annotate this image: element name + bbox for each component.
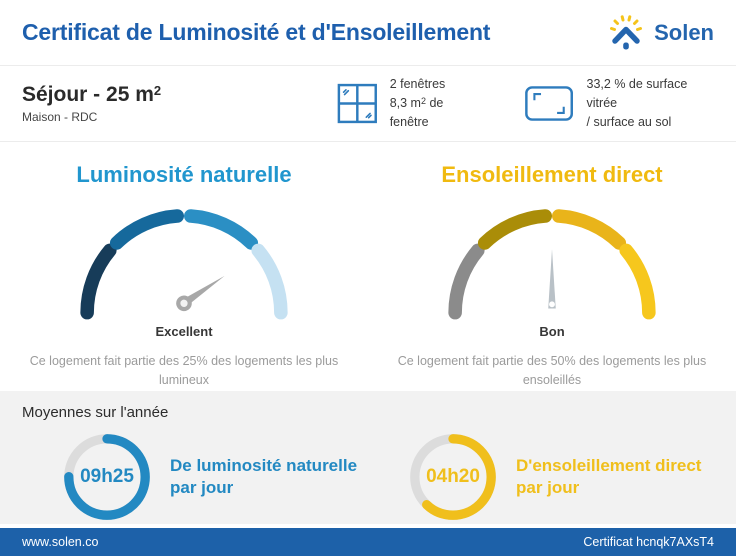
averages-row: 09h25 De luminosité naturelle par jour 0… [22, 430, 714, 524]
average-luminosite: 09h25 De luminosité naturelle par jour [22, 430, 368, 524]
gauge-dial [448, 209, 656, 320]
room-info: Séjour - 25 m2 Maison - RDC [22, 83, 337, 124]
average-value: 09h25 [80, 465, 134, 487]
average-label: De luminosité naturelle par jour [170, 455, 358, 497]
header: Certificat de Luminosité et d'Ensoleille… [0, 0, 736, 66]
footer-site: www.solen.co [22, 534, 99, 549]
gauge-dial [80, 209, 288, 320]
gauge-ensoleillement-direct: Ensoleillement direct Bon Ce logement fa… [368, 156, 736, 391]
averages-heading: Moyennes sur l'année [22, 403, 169, 421]
window-icon [337, 83, 378, 124]
average-value: 04h20 [426, 465, 480, 487]
gauge-needle [548, 249, 556, 309]
room-title: Séjour - 25 m2 [22, 83, 162, 106]
gauge-rating: Excellent [155, 324, 213, 339]
gauge-title: Luminosité naturelle [76, 162, 292, 187]
page-title: Certificat de Luminosité et d'Ensoleille… [22, 19, 491, 45]
footer: www.solen.co Certificat hcnqk7AXsT4 [0, 527, 736, 556]
gauge-rating: Bon [539, 324, 565, 339]
windows-info: 2 fenêtres 8,3 m2 de fenêtre [337, 75, 480, 131]
footer-certificate-id: Certificat hcnqk7AXsT4 [583, 534, 714, 549]
gauges-section: Luminosité naturelle Excellent Ce logeme… [0, 142, 736, 391]
gauge-luminosite-naturelle: Luminosité naturelle Excellent Ce logeme… [0, 156, 368, 391]
solen-brand: Solen [606, 14, 714, 52]
room-subtitle: Maison - RDC [22, 110, 98, 124]
average-label: D'ensoleillement direct par jour [516, 455, 702, 497]
gauge-description: Ce logement fait partie des 25% des loge… [29, 354, 339, 388]
glazing-ratio-icon [525, 86, 574, 121]
gauge-description: Ce logement fait partie des 50% des loge… [397, 354, 707, 388]
averages-section: Moyennes sur l'année 09h25 De luminosité… [0, 390, 736, 528]
gauge-needle [176, 275, 225, 312]
progress-ring: 04h20 [406, 430, 500, 524]
glazing-text: 33,2 % de surface vitrée / surface au so… [586, 77, 688, 129]
brand-name: Solen [654, 19, 714, 45]
average-ensoleillement: 04h20 D'ensoleillement direct par jour [368, 430, 714, 524]
gauge-title: Ensoleillement direct [441, 162, 663, 187]
info-bar: Séjour - 25 m2 Maison - RDC 2 fenêtres 8… [0, 66, 736, 142]
progress-ring: 09h25 [60, 430, 154, 524]
solen-logo-icon [610, 14, 643, 49]
glazing-info: 33,2 % de surface vitrée / surface au so… [524, 75, 714, 131]
windows-text: 2 fenêtres 8,3 m2 de fenêtre [389, 77, 446, 129]
